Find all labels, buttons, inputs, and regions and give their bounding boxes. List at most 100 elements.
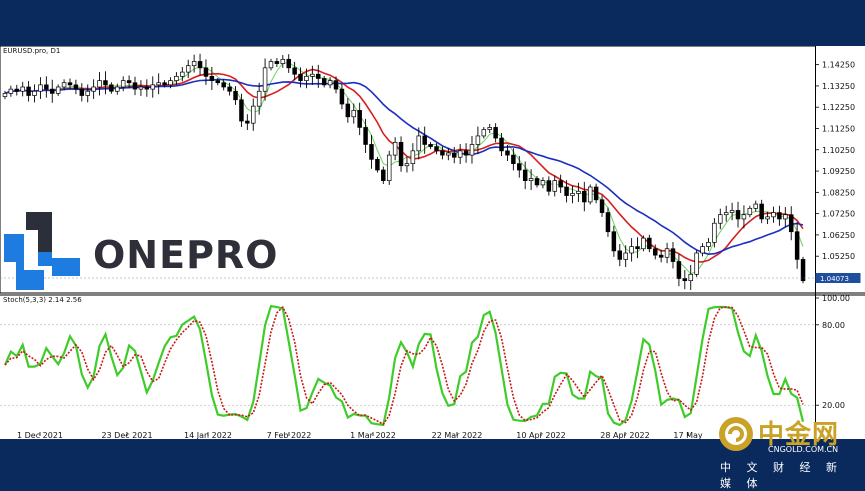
candle-body bbox=[475, 135, 481, 145]
x-tick-label: 23 Dec 2021 bbox=[101, 431, 152, 439]
candle-body bbox=[14, 88, 20, 92]
candle-body bbox=[783, 214, 788, 220]
y-tick-label: 1.09250 bbox=[822, 167, 855, 176]
candle-body bbox=[694, 252, 699, 275]
x-tick-label: 28 Apr 2022 bbox=[600, 431, 649, 439]
candle-body bbox=[67, 82, 73, 86]
candle-body bbox=[120, 80, 126, 88]
candle-body bbox=[446, 152, 451, 156]
y-axis-ticks: 1.14250 1.13250 1.12250 1.11250 1.10250 1.092… bbox=[815, 61, 855, 282]
candle-body bbox=[800, 259, 806, 282]
candle-body bbox=[61, 82, 67, 88]
candle-body bbox=[79, 88, 85, 96]
candle-body bbox=[286, 58, 291, 69]
candlesticks bbox=[2, 53, 806, 291]
candle-body bbox=[587, 186, 593, 203]
stoch-tick-label: 20.00 bbox=[822, 401, 845, 410]
stoch-tick-label: 80.00 bbox=[822, 321, 845, 330]
candle-body bbox=[268, 61, 274, 69]
footer-bar bbox=[0, 439, 865, 486]
candle-body bbox=[440, 150, 445, 156]
candle-body bbox=[209, 75, 215, 81]
candle-body bbox=[735, 210, 741, 220]
candle-body bbox=[327, 80, 333, 86]
candle-body bbox=[20, 86, 25, 92]
x-tick-label: 22 Mar 2022 bbox=[432, 431, 483, 439]
candle-body bbox=[617, 250, 623, 260]
onepro-mark-icon bbox=[38, 252, 52, 266]
candle-body bbox=[398, 141, 404, 167]
candle-body bbox=[109, 84, 114, 92]
cngold-logo: 中金网 CNGOLD.COM.CN 中 文 财 经 新 媒 体 bbox=[710, 412, 855, 490]
candle-body bbox=[274, 61, 280, 64]
candle-body bbox=[700, 246, 705, 254]
candle-body bbox=[174, 75, 179, 81]
candle-body bbox=[428, 144, 433, 147]
candle-body bbox=[357, 110, 362, 128]
candle-body bbox=[623, 252, 628, 260]
candle-body bbox=[156, 82, 161, 86]
candle-body bbox=[582, 190, 587, 203]
candle-body bbox=[321, 78, 327, 86]
y-tick-label: 1.11250 bbox=[822, 124, 855, 133]
candle-body bbox=[351, 110, 356, 118]
candle-body bbox=[718, 214, 723, 224]
cngold-domain: CNGOLD.COM.CN bbox=[768, 445, 839, 454]
candle-body bbox=[629, 246, 634, 254]
candle-body bbox=[245, 120, 250, 124]
candle-body bbox=[162, 82, 167, 86]
candle-body bbox=[233, 90, 238, 101]
candle-body bbox=[363, 127, 368, 145]
y-tick-label: 1.12250 bbox=[822, 103, 855, 112]
candle-body bbox=[280, 58, 286, 64]
candle-body bbox=[682, 278, 688, 282]
candle-body bbox=[641, 237, 646, 250]
candle-body bbox=[664, 248, 670, 258]
candle-body bbox=[493, 127, 498, 139]
candle-body bbox=[103, 80, 108, 86]
candle-body bbox=[794, 231, 800, 260]
candle-body bbox=[434, 146, 439, 152]
candle-body bbox=[546, 180, 552, 192]
moving-averages bbox=[4, 62, 804, 275]
candle-body bbox=[150, 84, 155, 90]
onepro-mark-icon bbox=[26, 212, 52, 252]
candle-body bbox=[576, 190, 581, 194]
candle-body bbox=[753, 203, 758, 209]
moving-average-line bbox=[4, 68, 804, 263]
candle-body bbox=[452, 152, 457, 158]
candle-body bbox=[227, 86, 232, 92]
candle-body bbox=[706, 242, 711, 247]
candle-body bbox=[168, 80, 173, 86]
candle-body bbox=[55, 86, 61, 94]
candle-body bbox=[239, 99, 244, 122]
candle-body bbox=[759, 203, 764, 220]
candle-body bbox=[570, 193, 575, 196]
candle-body bbox=[647, 237, 652, 250]
candle-body bbox=[416, 135, 422, 152]
candle-body bbox=[653, 248, 658, 256]
x-tick-label: 7 Feb 2022 bbox=[267, 431, 312, 439]
candle-body bbox=[369, 144, 374, 160]
candle-body bbox=[517, 163, 522, 171]
candle-body bbox=[345, 103, 351, 118]
cngold-name: 中金网 bbox=[758, 420, 840, 450]
candle-body bbox=[32, 90, 37, 96]
candle-body bbox=[481, 129, 487, 137]
cngold-tagline: 中 文 财 经 新 媒 体 bbox=[720, 461, 843, 490]
candle-body bbox=[564, 186, 569, 196]
y-tick-label: 1.05250 bbox=[822, 252, 855, 261]
price-chart: EURUSD.pro, D1 Stoch(5,3,3) 2.14 2.56 1.… bbox=[0, 46, 865, 439]
candle-body bbox=[487, 127, 492, 130]
candle-body bbox=[144, 86, 150, 90]
candle-body bbox=[499, 137, 504, 152]
candle-body bbox=[138, 86, 144, 90]
candle-body bbox=[469, 144, 475, 156]
y-tick-label: 1.08250 bbox=[822, 188, 855, 197]
candle-body bbox=[386, 154, 392, 181]
candle-body bbox=[771, 212, 776, 218]
candle-body bbox=[723, 212, 729, 216]
candle-body bbox=[180, 71, 185, 77]
candle-body bbox=[38, 84, 43, 92]
candle-body bbox=[676, 261, 682, 279]
